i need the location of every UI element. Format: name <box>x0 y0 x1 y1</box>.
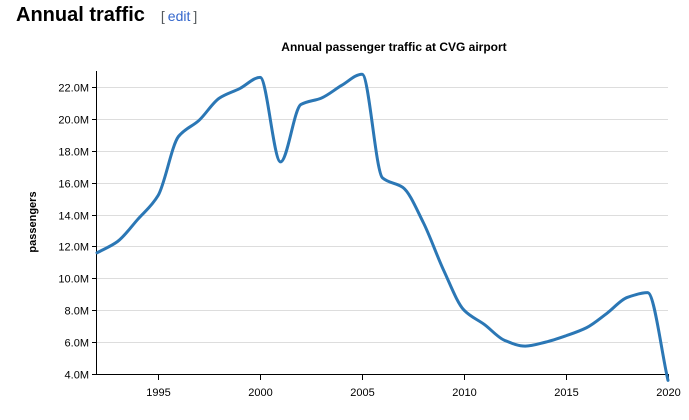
passenger-series-line <box>95 72 670 382</box>
data-point <box>624 294 630 300</box>
data-point <box>583 325 589 331</box>
y-axis-label: passengers <box>27 191 39 252</box>
data-point <box>441 267 447 273</box>
data-point <box>94 250 100 256</box>
y-tick-label: 4.0M <box>65 370 89 382</box>
y-tick-label: 12.0M <box>58 242 89 254</box>
data-point <box>420 220 426 226</box>
data-point <box>481 322 487 328</box>
data-point <box>604 310 610 316</box>
data-point <box>665 377 671 383</box>
x-tick-label: 2000 <box>248 387 272 399</box>
data-point <box>298 101 304 107</box>
data-point <box>114 239 120 245</box>
section-title: Annual traffic <box>16 4 145 26</box>
data-point <box>318 95 324 101</box>
data-point <box>176 133 182 139</box>
axes <box>92 71 669 380</box>
x-tick-label: 2015 <box>554 387 578 399</box>
y-tick-label: 8.0M <box>65 306 89 318</box>
edit-bracket-open: [ <box>160 8 165 24</box>
y-tick-label: 6.0M <box>65 338 89 350</box>
data-point <box>135 216 141 222</box>
y-tick-label: 20.0M <box>58 115 89 127</box>
data-point <box>461 307 467 313</box>
data-point <box>543 339 549 345</box>
data-point <box>196 117 202 123</box>
y-tick-label: 14.0M <box>58 211 89 223</box>
data-point <box>502 338 508 344</box>
data-point <box>563 333 569 339</box>
data-point <box>216 95 222 101</box>
series-layer <box>94 71 671 383</box>
edit-bracket-close: ] <box>193 8 198 24</box>
chart-title: Annual passenger traffic at CVG airport <box>281 40 506 54</box>
data-point <box>339 82 345 88</box>
data-point <box>237 86 243 92</box>
data-point <box>380 175 386 181</box>
x-tick-label: 2010 <box>452 387 476 399</box>
data-point <box>257 74 263 80</box>
data-point <box>645 290 651 296</box>
data-point <box>155 192 161 198</box>
x-tick-label: 1995 <box>146 387 170 399</box>
tick-labels: 4.0M 6.0M 8.0M 10.0M 12.0M 14.0M 16.0M 18.0M 20.… <box>58 83 680 400</box>
data-point <box>522 343 528 349</box>
data-point <box>278 159 284 165</box>
data-point <box>359 71 365 77</box>
x-tick-label: 2020 <box>656 387 680 399</box>
y-tick-label: 10.0M <box>58 274 89 286</box>
edit-link[interactable]: edit <box>167 8 191 24</box>
section-header: Annual traffic [edit] <box>16 4 197 30</box>
edit-section-link-wrapper: [edit] <box>161 8 197 24</box>
y-tick-label: 16.0M <box>58 179 89 191</box>
y-tick-label: 22.0M <box>58 83 89 95</box>
x-tick-label: 2005 <box>350 387 374 399</box>
y-tick-label: 18.0M <box>58 147 89 159</box>
data-point <box>400 184 406 190</box>
